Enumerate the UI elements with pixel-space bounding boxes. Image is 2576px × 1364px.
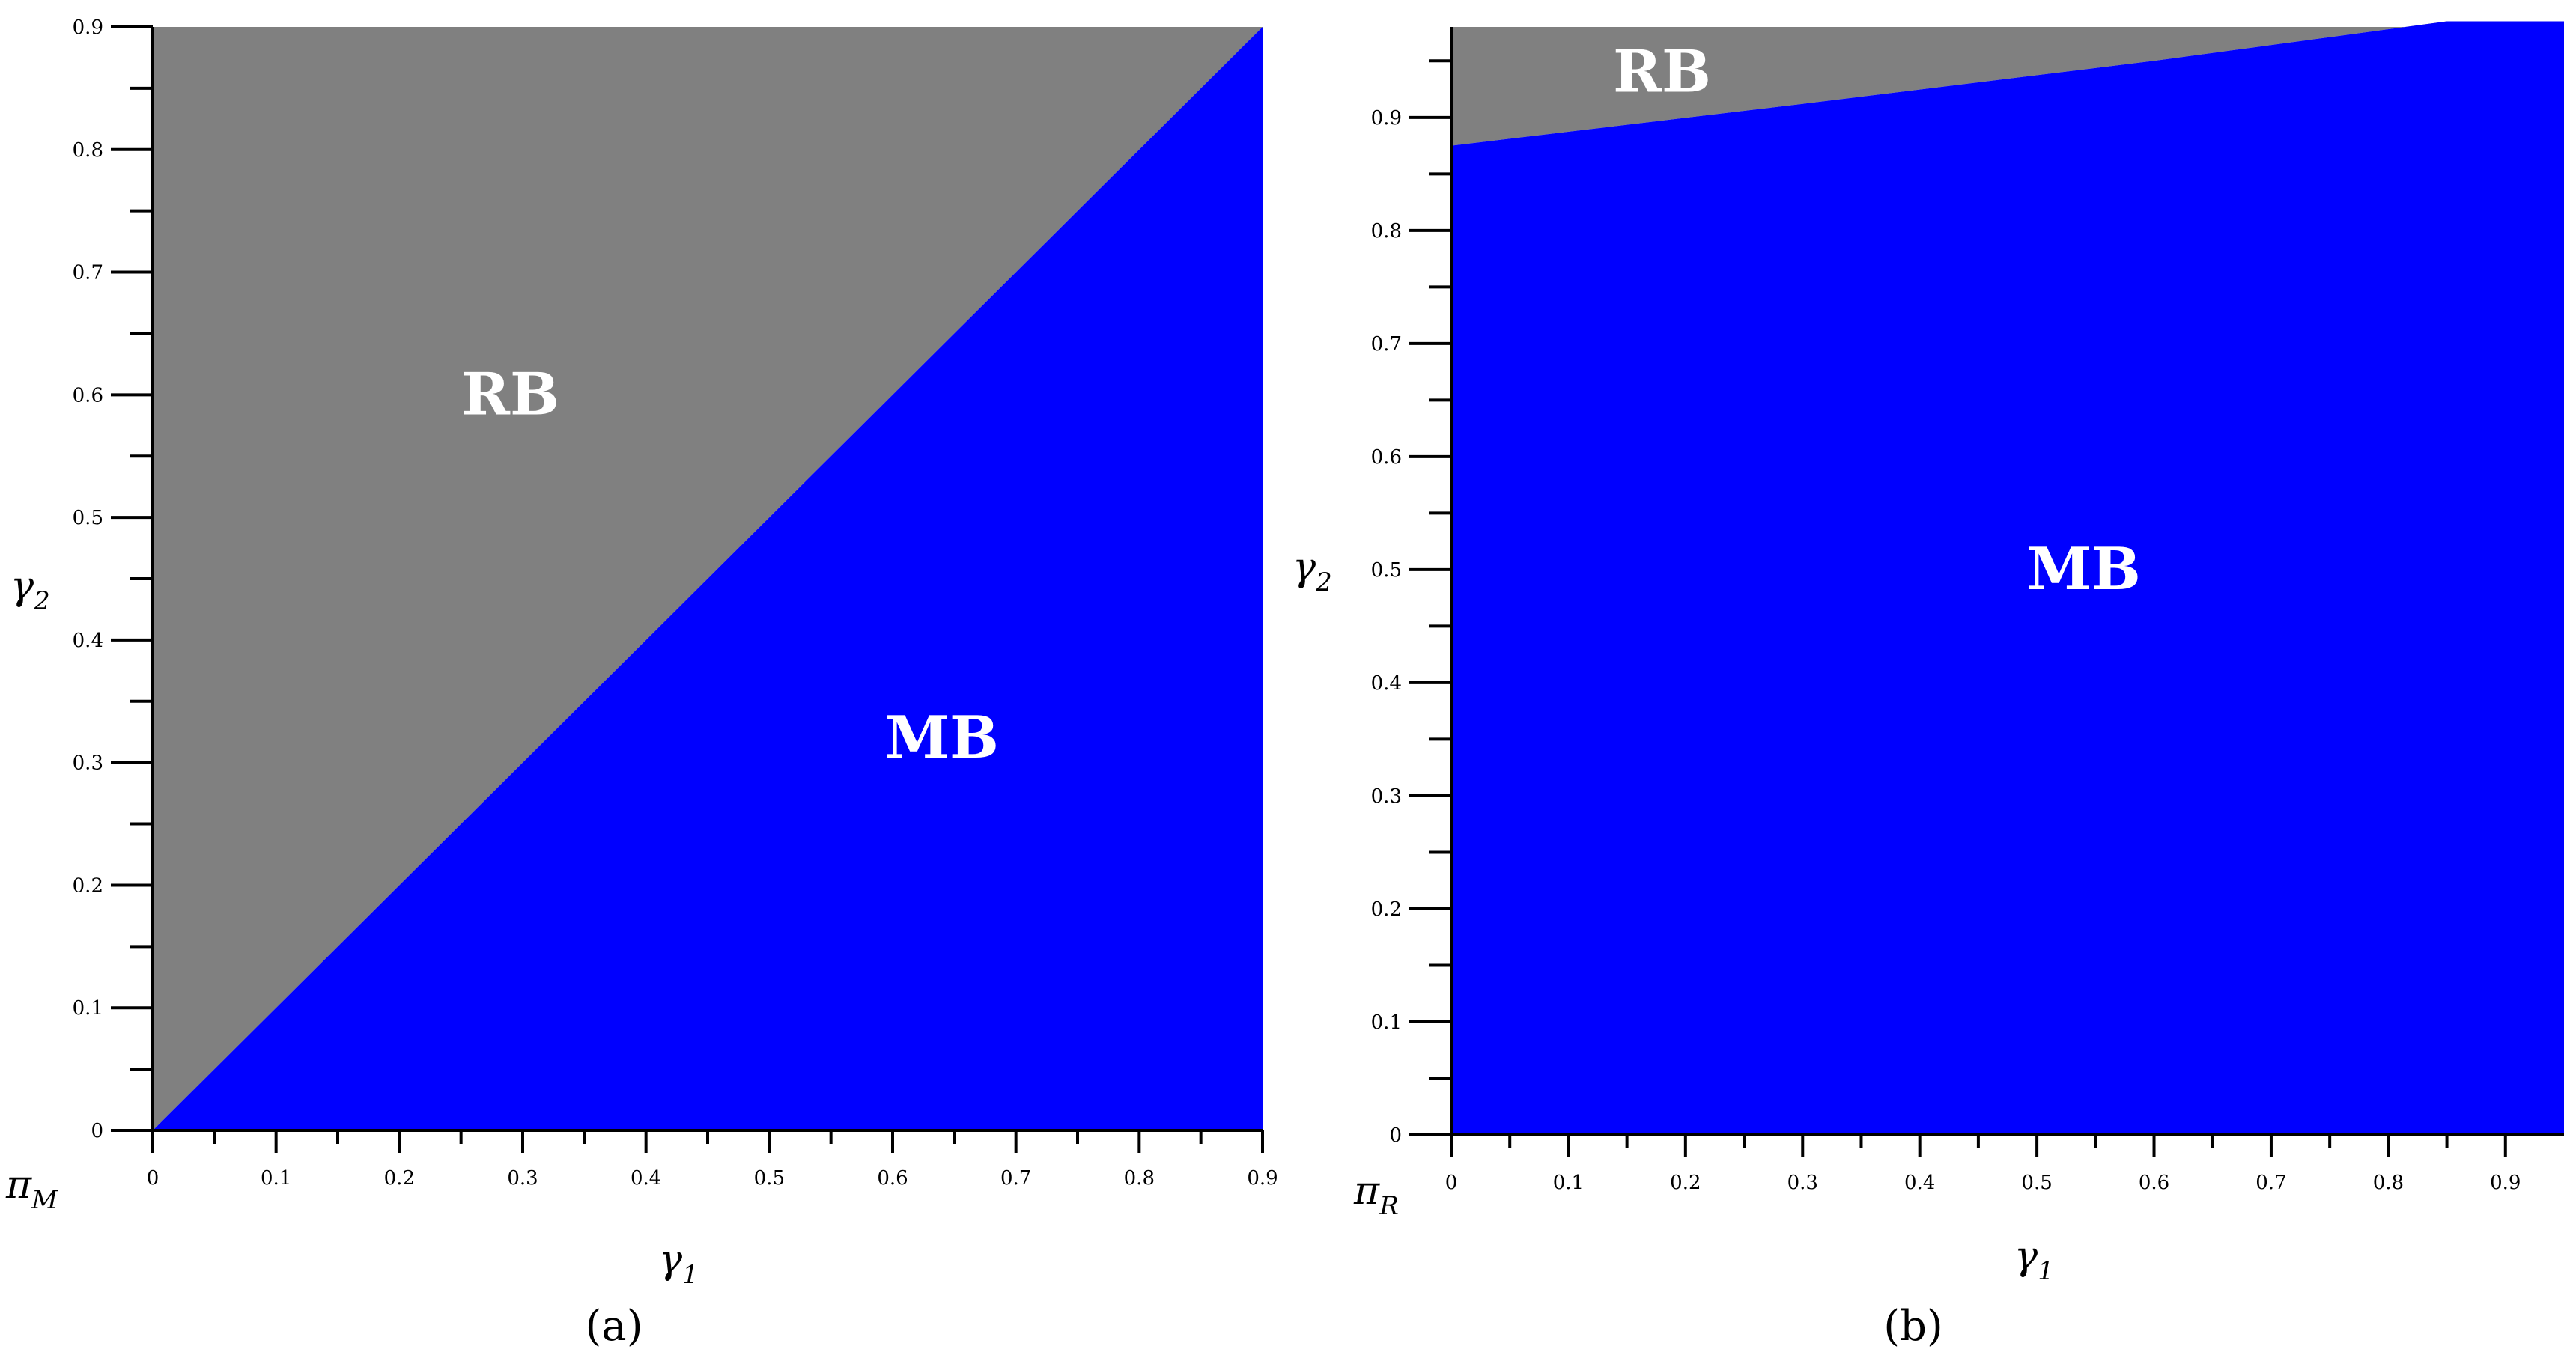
x-tick-label: 0.3: [1787, 1172, 1818, 1194]
y-tick-label: 0.9: [73, 16, 103, 39]
region-label-mb: MB: [885, 704, 999, 772]
panel-caption: (b): [1883, 1302, 1943, 1351]
x-tick-label: 0.5: [2021, 1172, 2052, 1194]
corner-label-sub: M: [31, 1185, 58, 1215]
x-tick-label: 0.1: [1553, 1172, 1584, 1194]
y-tick-label: 0.6: [1371, 446, 1402, 469]
x-tick-label: 0.5: [754, 1167, 785, 1190]
x-tick-label: 0: [147, 1167, 160, 1190]
x-tick-label: 0.4: [631, 1167, 661, 1190]
x-tick-label: 0.2: [384, 1167, 415, 1190]
y-tick-label: 0.8: [1371, 220, 1402, 243]
region-label-mb: MB: [2027, 535, 2141, 603]
y-tick-label: 0.3: [73, 752, 103, 775]
corner-label: πR: [1353, 1169, 1399, 1221]
x-tick-label: 0.2: [1670, 1172, 1701, 1194]
y-tick-label: 0.3: [1371, 785, 1402, 808]
x-tick-label: 0.8: [2373, 1172, 2404, 1194]
mb-region: [153, 27, 1263, 1130]
rb-region: [1451, 21, 2564, 146]
y-tick-label: 0.9: [1371, 107, 1402, 130]
x-axis-label-sub: 1: [682, 1260, 699, 1290]
x-tick-label: 0.9: [2490, 1172, 2521, 1194]
chart-panel-a: 0 0.1 0.2 0.3 0.4 0.5 0.6 0.7 0.8 0.9 0 0.1 0.2 0.3 0.…: [5, 16, 1278, 1351]
y-axis-label-main: γ: [1292, 545, 1316, 590]
y-tick-label: 0: [91, 1120, 103, 1142]
y-axis-label-main: γ: [10, 564, 34, 609]
x-tick-label: 0.6: [877, 1167, 908, 1190]
y-axis-label-sub: 2: [1315, 567, 1332, 597]
y-axis-label: γ2: [10, 564, 50, 616]
x-axis-label: γ1: [659, 1237, 699, 1290]
y-tick-label: 0.7: [73, 262, 103, 284]
x-axis-label-main: γ: [2014, 1234, 2038, 1279]
corner-label-main: π: [1353, 1169, 1380, 1214]
panel-caption: (a): [585, 1302, 643, 1351]
y-tick-label: 0.5: [1371, 559, 1402, 582]
x-tick-label: 0.9: [1247, 1167, 1278, 1190]
x-tick-label: 0.3: [507, 1167, 538, 1190]
x-tick-label: 0.8: [1124, 1167, 1155, 1190]
corner-label-sub: R: [1379, 1191, 1399, 1221]
x-tick-label: 0.1: [261, 1167, 291, 1190]
y-tick-label: 0.4: [73, 630, 103, 652]
y-tick-label: 0.8: [73, 139, 103, 162]
x-axis-label-main: γ: [659, 1237, 683, 1282]
chart-panel-b: 0 0.1 0.2 0.3 0.4 0.5 0.6 0.7 0.8 0.9 0 0.1 0.2 0.3 0.…: [1292, 21, 2564, 1351]
y-tick-label: 0.5: [73, 507, 103, 529]
y-tick-label: 0.4: [1371, 672, 1402, 695]
region-label-rb: RB: [461, 360, 559, 428]
y-axis-label: γ2: [1292, 545, 1332, 597]
y-tick-label: 0.1: [1371, 1011, 1402, 1034]
y-tick-label: 0: [1389, 1124, 1402, 1147]
x-tick-label: 0: [1445, 1172, 1458, 1194]
y-tick-label: 0.1: [73, 997, 103, 1020]
corner-label-main: π: [5, 1163, 32, 1208]
x-axis-label-sub: 1: [2038, 1256, 2054, 1286]
region-label-rb: RB: [1613, 37, 1711, 106]
x-tick-label: 0.7: [2255, 1172, 2286, 1194]
y-axis-label-sub: 2: [33, 586, 50, 616]
x-tick-label: 0.6: [2139, 1172, 2169, 1194]
mb-region: [1451, 21, 2564, 1136]
x-tick-label: 0.4: [1904, 1172, 1935, 1194]
y-tick-label: 0.6: [73, 384, 103, 407]
x-axis-label: γ1: [2014, 1234, 2054, 1286]
y-tick-label: 0.7: [1371, 333, 1402, 356]
y-tick-label: 0.2: [1371, 898, 1402, 921]
corner-label: πM: [5, 1163, 58, 1215]
x-tick-label: 0.7: [1000, 1167, 1031, 1190]
y-tick-label: 0.2: [73, 874, 103, 897]
